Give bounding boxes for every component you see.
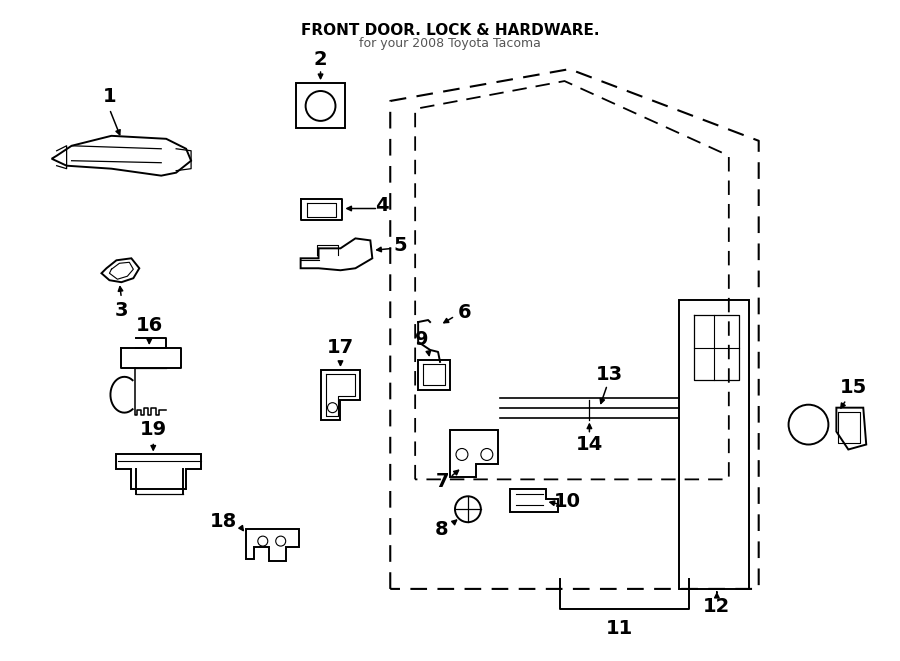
Text: 1: 1 (103, 87, 116, 106)
Text: for your 2008 Toyota Tacoma: for your 2008 Toyota Tacoma (359, 37, 541, 50)
Text: 6: 6 (458, 303, 472, 322)
Bar (679, 300, 749, 589)
Circle shape (306, 91, 336, 121)
Polygon shape (116, 455, 201, 489)
Text: 5: 5 (393, 236, 407, 255)
Circle shape (257, 536, 268, 546)
Text: 3: 3 (114, 301, 128, 319)
Circle shape (455, 496, 481, 522)
Text: 14: 14 (576, 435, 603, 454)
Polygon shape (320, 370, 360, 420)
Text: 9: 9 (416, 330, 429, 350)
Polygon shape (102, 258, 140, 282)
Polygon shape (450, 430, 498, 477)
Circle shape (328, 403, 338, 412)
Circle shape (456, 449, 468, 461)
Text: 12: 12 (703, 598, 731, 616)
Polygon shape (509, 489, 557, 512)
Polygon shape (246, 529, 299, 561)
Bar (296, 83, 346, 128)
Circle shape (788, 405, 828, 444)
Text: 13: 13 (596, 366, 623, 384)
Text: 16: 16 (136, 315, 163, 334)
Circle shape (481, 449, 493, 461)
Text: 8: 8 (436, 520, 449, 539)
Text: 10: 10 (554, 492, 581, 511)
Text: 2: 2 (314, 50, 328, 69)
Text: 18: 18 (210, 512, 237, 531)
Text: 7: 7 (436, 472, 449, 491)
Text: FRONT DOOR. LOCK & HARDWARE.: FRONT DOOR. LOCK & HARDWARE. (301, 23, 599, 38)
Polygon shape (51, 136, 191, 176)
Polygon shape (836, 408, 866, 449)
Circle shape (275, 536, 285, 546)
Polygon shape (301, 239, 373, 270)
Text: 15: 15 (840, 378, 867, 397)
Text: 19: 19 (140, 420, 166, 439)
Text: 11: 11 (606, 619, 633, 639)
Text: 4: 4 (375, 196, 389, 215)
Bar (418, 360, 450, 390)
Text: 17: 17 (327, 338, 354, 358)
